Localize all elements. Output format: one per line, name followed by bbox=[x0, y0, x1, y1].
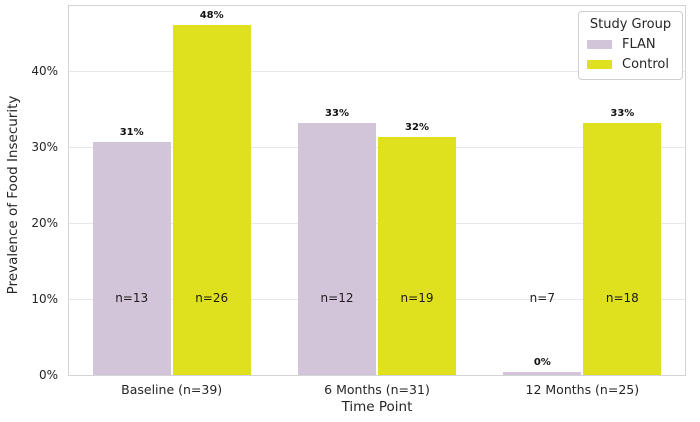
x-tick-label-2: 12 Months (n=25) bbox=[525, 382, 640, 397]
gridline bbox=[69, 147, 685, 149]
bar-value-label: 0% bbox=[533, 356, 551, 368]
legend-swatch-control bbox=[587, 60, 612, 69]
bar-count-label: n=18 bbox=[605, 291, 639, 306]
gridline bbox=[69, 223, 685, 225]
y-tick-label: 30% bbox=[31, 140, 58, 155]
y-tick-label: 40% bbox=[31, 64, 58, 79]
legend-item-flan: FLAN bbox=[587, 37, 674, 52]
bar-count-label: n=12 bbox=[320, 291, 354, 306]
bar-flan-1 bbox=[298, 122, 376, 375]
y-tick-label: 0% bbox=[38, 368, 58, 382]
bar-value-label: 33% bbox=[325, 107, 349, 119]
gridline bbox=[69, 71, 685, 73]
bar-flan-2 bbox=[503, 371, 582, 375]
bar-value-label: 48% bbox=[199, 9, 224, 21]
x-tick-label-0: Baseline (n=39) bbox=[121, 382, 223, 397]
bar-value-label: 31% bbox=[119, 126, 144, 138]
x-axis-label: Time Point bbox=[341, 399, 413, 415]
bar-count-label: n=7 bbox=[529, 291, 555, 306]
bar-count-label: n=13 bbox=[115, 291, 149, 306]
y-axis-label: Prevalence of Food Insecurity bbox=[5, 95, 21, 295]
bar-value-label: 33% bbox=[610, 107, 635, 119]
bar-count-label: n=26 bbox=[195, 291, 229, 306]
legend-title: Study Group bbox=[589, 17, 672, 32]
bar-flan-0 bbox=[92, 141, 171, 375]
x-tick-label-1: 6 Months (n=31) bbox=[324, 382, 430, 397]
gridline bbox=[69, 299, 685, 301]
legend-item-label: FLAN bbox=[622, 37, 656, 52]
bar-control-2 bbox=[583, 122, 662, 375]
legend-item-control: Control bbox=[587, 57, 674, 72]
legend: Study Group FLAN Control bbox=[578, 11, 683, 80]
y-tick-label: 10% bbox=[31, 292, 58, 307]
bar-control-0 bbox=[172, 24, 251, 375]
bar-control-1 bbox=[378, 136, 456, 375]
legend-swatch-flan bbox=[587, 40, 612, 49]
bar-value-label: 32% bbox=[405, 121, 429, 133]
bar-count-label: n=19 bbox=[400, 291, 434, 306]
y-tick-label: 20% bbox=[31, 216, 58, 231]
legend-item-label: Control bbox=[622, 57, 669, 72]
